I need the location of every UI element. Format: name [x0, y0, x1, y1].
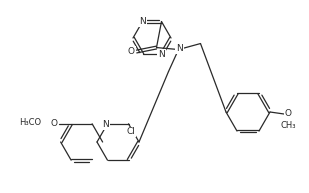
Text: N: N — [139, 17, 146, 26]
Text: N: N — [102, 120, 109, 129]
Text: N: N — [176, 44, 183, 53]
Text: N: N — [158, 50, 165, 59]
Text: H₃CO: H₃CO — [19, 118, 41, 127]
Text: O: O — [285, 109, 291, 119]
Text: O: O — [128, 47, 135, 56]
Text: Cl: Cl — [126, 127, 135, 136]
Text: CH₃: CH₃ — [280, 120, 296, 130]
Text: O: O — [51, 119, 57, 128]
